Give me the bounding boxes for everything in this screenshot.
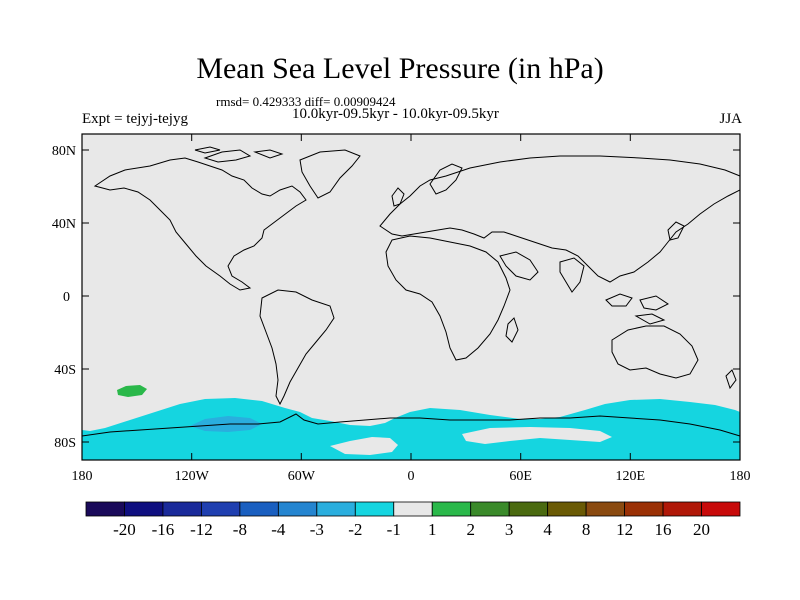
coastlines (81, 146, 741, 437)
colorbar-swatch (585, 501, 625, 517)
colorbar-swatch (239, 501, 279, 517)
lon-label: 60E (509, 469, 532, 484)
colorbar-swatch (354, 501, 395, 517)
lat-label: 40S (54, 363, 76, 378)
lon-label: 60W (288, 469, 316, 484)
colorbar-swatch (277, 501, 318, 517)
latitude-ticks (82, 149, 740, 443)
colorbar-label: -3 (310, 520, 324, 539)
latitude-labels: 80N 40N 0 40S 80S (52, 144, 76, 451)
lon-label: 120W (175, 469, 210, 484)
experiment-label: Expt = tejyj-tejyg (82, 111, 188, 127)
lon-label: 180 (72, 469, 93, 484)
colorbar-swatch (393, 501, 433, 517)
colorbar-swatch (508, 501, 549, 517)
season-label: JJA (719, 111, 742, 127)
lat-label: 80N (52, 144, 76, 159)
colorbar (85, 501, 741, 517)
colorbar-label: -16 (152, 520, 175, 539)
colorbar-swatch (624, 501, 664, 517)
statistics-text: rmsd= 0.429333 diff= 0.00909424 (216, 94, 396, 109)
lon-label: 120E (616, 469, 646, 484)
colorbar-swatch (662, 501, 702, 517)
colorbar-label: 2 (466, 520, 475, 539)
colorbar-label: -4 (271, 520, 286, 539)
period-text: 10.0kyr-09.5kyr - 10.0kyr-09.5kyr (292, 106, 499, 122)
colorbar-swatch (124, 501, 164, 517)
colorbar-swatch (547, 501, 587, 517)
colorbar-label: 1 (428, 520, 437, 539)
longitude-ticks (81, 134, 741, 460)
colorbar-label: 8 (582, 520, 591, 539)
colorbar-labels: -20 -16 -12 -8 -4 -3 -2 -1 1 2 3 4 8 12 16 20 (113, 520, 710, 539)
colorbar-label: -20 (113, 520, 136, 539)
colorbar-label: 12 (616, 520, 633, 539)
colorbar-swatch (85, 501, 125, 517)
colorbar-swatch (316, 501, 356, 517)
colorbar-label: 16 (655, 520, 672, 539)
colorbar-label: 3 (505, 520, 514, 539)
colorbar-swatch (470, 501, 510, 517)
lat-label: 40N (52, 217, 76, 232)
colorbar-label: -12 (190, 520, 213, 539)
colorbar-swatch (701, 501, 741, 517)
colorbar-swatch (201, 501, 241, 517)
colorbar-label: -8 (233, 520, 247, 539)
map-title: Mean Sea Level Pressure (in hPa) (196, 52, 604, 85)
longitude-labels: 180 120W 60W 0 60E 120E 180 (72, 469, 751, 484)
colorbar-label: 20 (693, 520, 710, 539)
lon-label: 0 (408, 469, 415, 484)
colorbar-label: -1 (387, 520, 401, 539)
colorbar-swatch (431, 501, 472, 517)
positive-anomaly-region (117, 385, 147, 397)
colorbar-label: -2 (348, 520, 362, 539)
lat-label: 0 (63, 290, 70, 305)
lat-label: 80S (54, 436, 76, 451)
lon-label: 180 (730, 469, 751, 484)
colorbar-swatch (162, 501, 202, 517)
colorbar-label: 4 (543, 520, 552, 539)
